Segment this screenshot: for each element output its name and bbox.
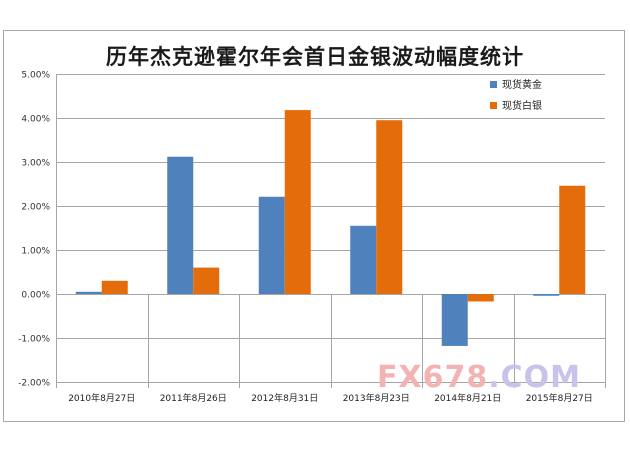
x-axis: [56, 294, 606, 388]
y-tick-label: -1.00%: [18, 335, 50, 345]
category-label: 2015年8月27日: [526, 392, 593, 404]
y-tick-label: 0.00%: [21, 291, 50, 301]
y-tick-label: 5.00%: [21, 71, 50, 81]
y-tick-label: 1.00%: [21, 247, 50, 257]
gold-bar-4: [350, 225, 377, 294]
watermark: FX678.COM: [377, 360, 581, 395]
watermark-prefix: FX678: [377, 360, 489, 395]
gold-bar-6: [533, 294, 560, 296]
legend-swatch: [490, 81, 497, 88]
silver-bar-5: [467, 294, 494, 302]
gold-bar-2: [167, 156, 194, 294]
chart-frame: [3, 30, 625, 422]
y-axis-ticks: 5.00% 4.00% 3.00% 2.00% 1.00% 0.00% -1.00% -2.0…: [18, 71, 50, 389]
silver-bar-3: [284, 110, 311, 294]
silver-bar-6: [559, 185, 586, 294]
category-label: 2010年8月27日: [68, 392, 135, 404]
legend-label: 现货白银: [502, 99, 542, 112]
legend-label: 现货黄金: [502, 78, 542, 91]
gridlines: [56, 74, 605, 383]
gold-bar-5: [441, 294, 468, 346]
silver-bar-1: [101, 280, 128, 294]
y-tick-label: -2.00%: [18, 379, 50, 389]
y-tick-label: 4.00%: [21, 115, 50, 125]
y-tick-label: 3.00%: [21, 159, 50, 169]
category-label: 2012年8月31日: [251, 392, 318, 404]
silver-bar-4: [376, 120, 403, 294]
watermark-suffix: .COM: [488, 360, 582, 395]
gold-bar-3: [258, 196, 285, 294]
chart-title: 历年杰克逊霍尔年会首日金银波动幅度统计: [106, 44, 524, 69]
legend-swatch: [490, 102, 497, 109]
category-label: 2014年8月21日: [434, 392, 501, 404]
category-label: 2013年8月23日: [343, 392, 410, 404]
category-labels: 2010年8月27日 2011年8月26日 2012年8月31日 2013年8月23日…: [68, 392, 593, 404]
y-tick-label: 2.00%: [21, 203, 50, 213]
silver-bar-2: [193, 267, 220, 294]
bars: [75, 110, 586, 346]
category-label: 2011年8月26日: [160, 392, 227, 404]
gold-bar-1: [75, 291, 102, 294]
